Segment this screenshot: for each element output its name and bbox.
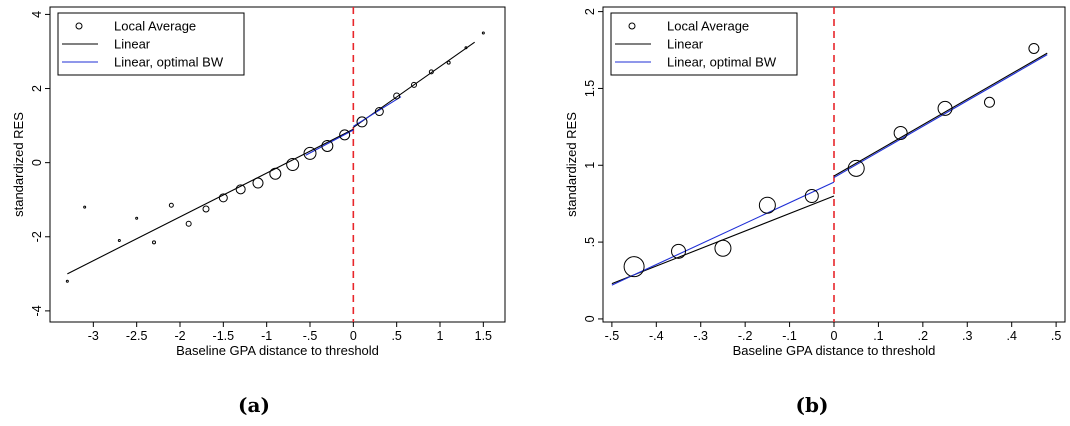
local-average-point [65,279,69,283]
legend-label-local-average: Local Average [667,19,749,34]
local-average-point [804,189,819,203]
local-average-points-b [623,42,1040,278]
local-average-point [847,159,865,177]
x-tick-label: .1 [873,329,883,343]
y-tick-label: 0 [30,159,44,166]
x-tick-label: -.5 [303,329,318,343]
caption-b: (b) [796,393,829,417]
plot-frame-a [49,6,506,323]
local-average-point [714,239,732,257]
local-average-point [446,60,451,65]
y-tick-label: -4 [30,305,44,316]
local-average-point [393,92,401,100]
optimal-bw-fit-line [305,129,354,156]
x-tick-label: .2 [918,329,928,343]
local-average-point [168,202,174,208]
x-tick-label: -1.5 [213,329,235,343]
x-tick-label: .5 [1051,329,1061,343]
axes-b: -.5 -.4 -.3 -.2 -.1 0 .1 .2 .3 .4 .5 0 .5 1 1.5 2 [583,7,1061,343]
local-average-point [758,196,776,214]
x-tick-label: -.4 [649,329,664,343]
y-tick-label: 0 [583,315,597,322]
x-tick-label: -.3 [693,329,708,343]
legend-label-optimal-bw: Linear, optimal BW [667,55,777,70]
linear-fit-line [833,52,1048,177]
local-average-point [983,96,995,108]
fit-lines-b [611,52,1048,286]
y-tick-label: 2 [30,85,44,92]
local-average-point [481,31,485,35]
local-average-points-a [65,31,485,283]
y-axis-label-b: standardized RES [564,112,579,217]
local-average-point [185,220,192,227]
y-tick-label: 1 [583,162,597,169]
optimal-bw-fit-line [353,96,402,127]
y-tick-label: -2 [30,231,44,242]
linear-fit-line [67,128,354,275]
local-average-point [117,238,121,242]
local-average-point [937,100,953,116]
panel-b: -.5 -.4 -.3 -.2 -.1 0 .1 .2 .3 .4 .5 0 .5 1 1.5 2 Local… [564,6,1066,417]
y-tick-label: 1.5 [583,80,597,97]
x-tick-label: -3 [88,329,99,343]
legend-label-local-average: Local Average [114,19,196,34]
local-average-point [623,256,645,278]
local-average-point [218,193,228,203]
legend-b: Local Average Linear Linear, optimal BW [610,12,798,76]
local-average-point [464,46,468,50]
local-average-point [152,240,156,245]
y-tick-label: .5 [583,237,597,247]
x-tick-label: -1 [261,329,272,343]
local-average-point [356,116,368,128]
local-average-point [286,158,300,171]
caption-a: (a) [238,393,270,417]
x-tick-label: -2.5 [126,329,148,343]
x-axis-label-a: Baseline GPA distance to threshold [176,343,379,358]
x-tick-label: -.2 [738,329,753,343]
x-axis-label-b: Baseline GPA distance to threshold [733,343,936,358]
local-average-point [269,167,282,180]
local-average-point [893,126,908,140]
x-tick-label: .4 [1006,329,1016,343]
x-tick-label: .3 [962,329,972,343]
local-average-point [374,107,384,117]
local-average-point [339,129,351,141]
local-average-point [303,146,317,160]
legend-label-linear: Linear [114,37,151,52]
local-average-point [671,243,687,259]
y-axis-label-a: standardized RES [11,112,26,217]
optimal-bw-fit-line [833,54,1048,179]
local-average-point [1028,42,1040,54]
local-average-point [411,81,417,88]
fit-lines-a [67,41,475,275]
y-tick-label: 2 [583,8,597,15]
local-average-point [202,205,210,213]
x-tick-label: -.5 [605,329,620,343]
x-tick-label: 0 [350,329,357,343]
y-tick-label: 4 [30,11,44,18]
local-average-point [321,139,334,152]
x-tick-label: -2 [174,329,185,343]
local-average-point [252,177,264,189]
legend-circle-icon [75,22,83,30]
legend-label-optimal-bw: Linear, optimal BW [114,55,224,70]
local-average-point [135,216,139,220]
x-tick-label: 1.5 [475,329,492,343]
axes-a: -3 -2.5 -2 -1.5 -1 -.5 0 .5 1 1.5 -4 -2 0 2 4 [30,7,492,343]
x-tick-label: -.1 [782,329,797,343]
local-average-point [428,69,434,75]
panel-a: -3 -2.5 -2 -1.5 -1 -.5 0 .5 1 1.5 -4 -2 0 2 4 Local Av… [11,6,506,417]
local-average-point [235,184,246,195]
optimal-bw-fit-line [611,181,835,286]
x-tick-label: 1 [437,329,444,343]
x-tick-label: .5 [391,329,401,343]
local-average-point [83,205,87,209]
legend-a: Local Average Linear Linear, optimal BW [57,12,245,76]
legend-circle-icon [628,22,636,30]
legend-label-linear: Linear [667,37,704,52]
x-tick-label: 0 [831,329,838,343]
